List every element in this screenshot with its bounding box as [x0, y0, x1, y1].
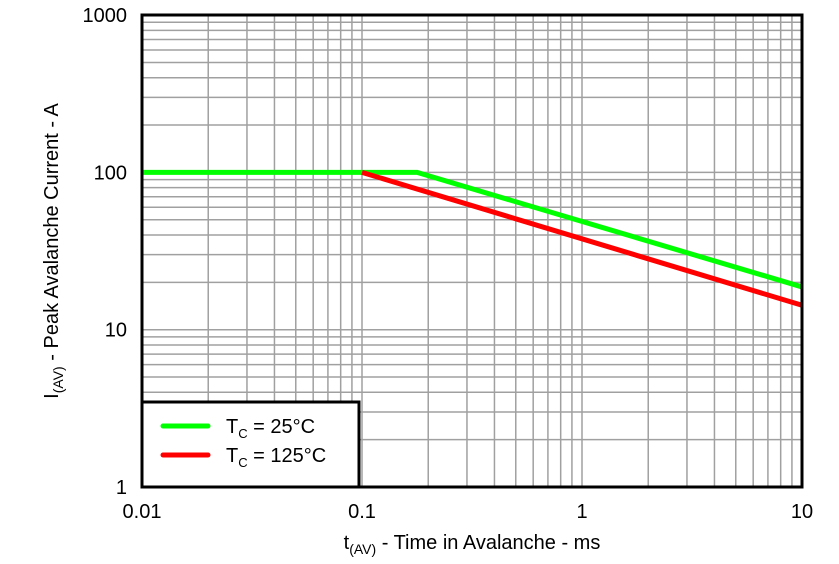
svg-text:100: 100 — [94, 162, 127, 184]
svg-text:1000: 1000 — [83, 5, 128, 27]
svg-text:10: 10 — [105, 320, 127, 342]
plot-frame — [140, 13, 804, 489]
series-line-0 — [142, 169, 803, 290]
series-lines — [142, 169, 803, 308]
y-axis-label: I(AV) - Peak Avalanche Current - A — [41, 103, 66, 399]
svg-text:10: 10 — [791, 501, 813, 523]
svg-text:0.1: 0.1 — [348, 501, 376, 523]
x-axis-label: t(AV) - Time in Avalanche - ms — [344, 532, 601, 557]
svg-text:1: 1 — [576, 501, 587, 523]
tick-labels: 0.01 0.1 1 10 1 10 100 1000 — [83, 5, 814, 523]
svg-text:1: 1 — [116, 477, 127, 499]
legend-label-25c: TC = 25°C — [226, 416, 315, 441]
svg-text:0.01: 0.01 — [123, 501, 162, 523]
legend: TC = 25°C TC = 125°C — [140, 400, 361, 489]
series-line-1 — [361, 170, 803, 308]
legend-label-125c: TC = 125°C — [226, 445, 326, 470]
